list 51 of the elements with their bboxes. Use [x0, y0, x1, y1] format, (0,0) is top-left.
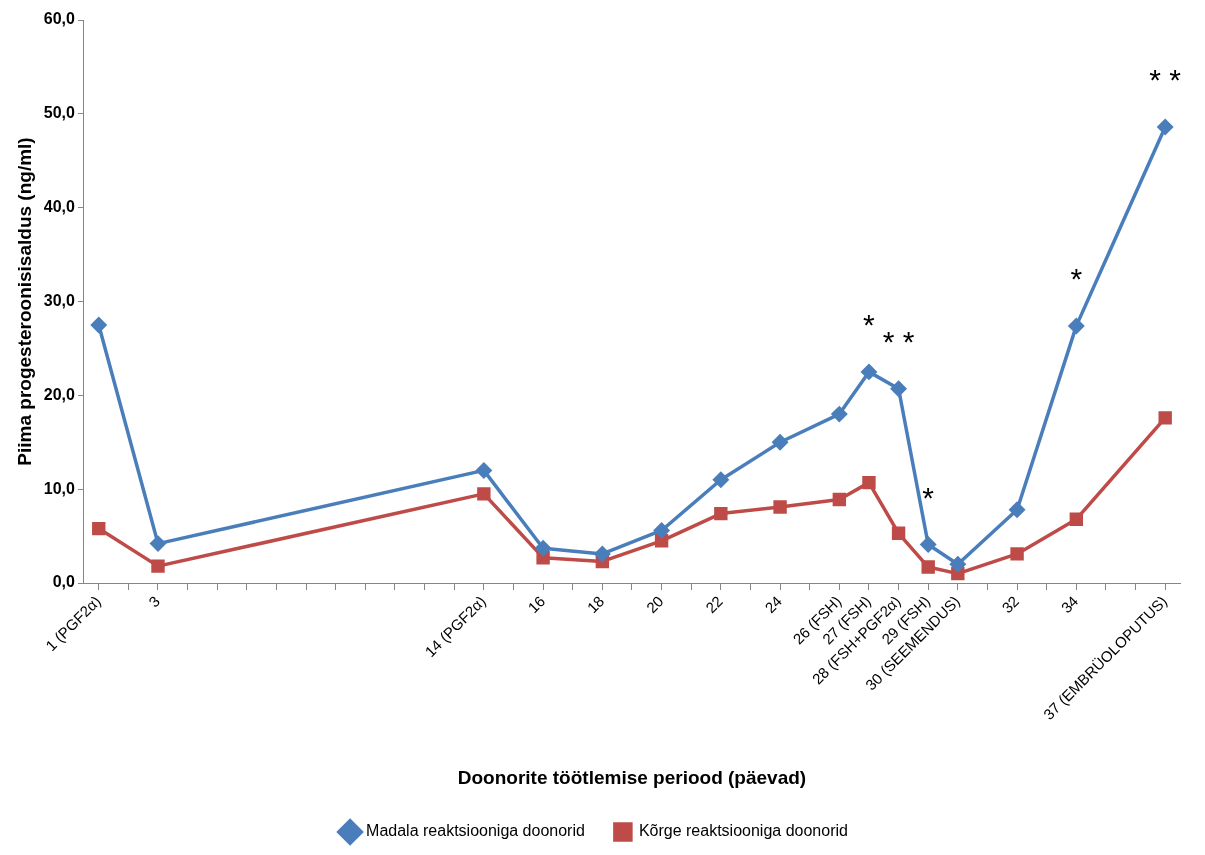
point — [1068, 318, 1085, 334]
x-tick-label: 32 — [998, 592, 1023, 617]
point — [594, 546, 611, 562]
x-tick-label: 24 — [761, 592, 786, 617]
y-tick-label: 50,0 — [43, 104, 76, 122]
annotation: * * — [1149, 63, 1182, 97]
point — [920, 536, 936, 553]
x-tick-label: 20 — [642, 592, 667, 617]
x-tick-label: 18 — [583, 592, 608, 617]
y-tick-label: 20,0 — [43, 385, 76, 403]
point — [890, 381, 907, 397]
y-tick-label: 0,0 — [52, 573, 76, 591]
point — [477, 487, 491, 501]
x-tick-label: 16 — [524, 592, 549, 617]
point — [891, 526, 906, 540]
point — [1157, 119, 1173, 135]
point — [91, 317, 107, 333]
point — [831, 406, 848, 422]
point — [921, 560, 935, 574]
legend-label: Madala reaktsiooniga doonorid — [366, 822, 585, 840]
point — [1010, 547, 1024, 561]
x-axis-title: Doonorite töötlemise periood (päevad) — [457, 766, 807, 788]
legend-label: Kõrge reaktsiooniga doonorid — [638, 822, 848, 840]
y-tick-label: 30,0 — [43, 291, 76, 309]
point — [1009, 502, 1025, 518]
point — [653, 522, 670, 539]
y-axis-title: Piima progesteroonisisaldus (ng/ml) — [13, 137, 35, 466]
annotation: * — [863, 308, 876, 342]
point — [773, 500, 787, 514]
point — [151, 559, 165, 573]
point — [772, 434, 788, 451]
annotation: * — [922, 480, 935, 514]
x-tick-label: 22 — [702, 592, 726, 617]
annotation: * — [1070, 262, 1083, 296]
point — [92, 521, 106, 536]
point — [832, 492, 847, 507]
y-tick-label: 40,0 — [43, 198, 76, 216]
point — [1158, 411, 1172, 425]
point — [714, 506, 728, 521]
x-tick-label: 3 — [145, 592, 164, 611]
y-tick-label: 60,0 — [43, 10, 76, 28]
point — [713, 472, 729, 488]
y-tick-label: 10,0 — [43, 479, 76, 497]
point — [535, 540, 551, 557]
point — [1069, 512, 1084, 526]
point — [150, 535, 166, 552]
annotation: * * — [882, 325, 915, 359]
point — [861, 364, 877, 380]
point — [476, 462, 492, 479]
point — [950, 556, 966, 572]
point — [862, 475, 876, 490]
